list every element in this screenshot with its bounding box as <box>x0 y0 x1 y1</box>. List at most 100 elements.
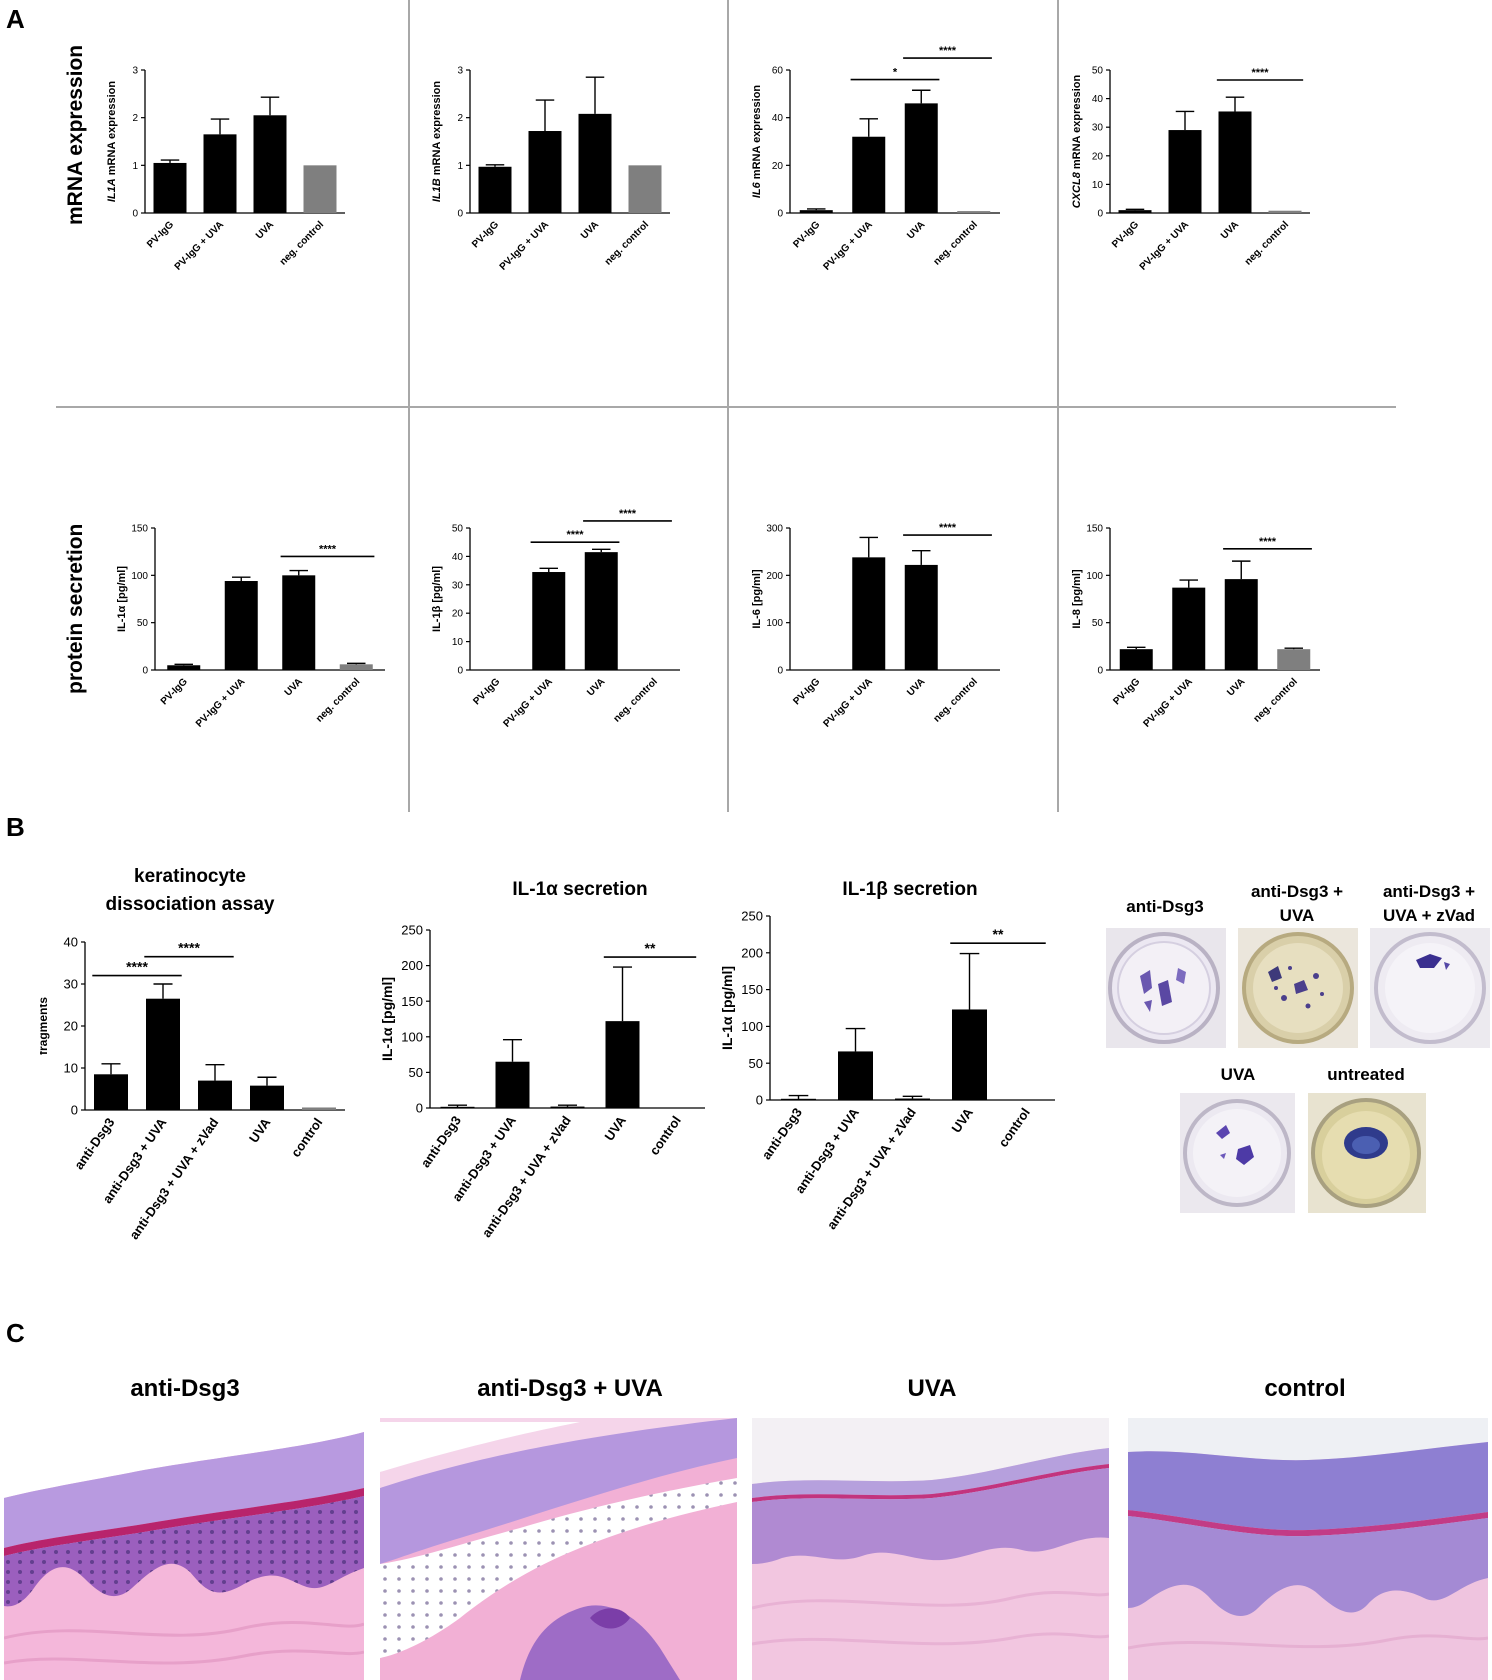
x-tick-label-uva: UVA <box>585 676 607 698</box>
bar-uva <box>1224 579 1258 670</box>
y-tick-label-3: 3 <box>457 66 463 77</box>
bar-uva <box>904 564 938 670</box>
x-tick-label-uva: UVA <box>601 1113 629 1144</box>
y-tick-label-100: 100 <box>131 571 148 582</box>
bar-uva <box>250 1085 284 1110</box>
chart-title-il1a-secretion: IL-1α secretion <box>512 879 648 900</box>
x-tick-label-uva: UVA <box>948 1105 976 1136</box>
y-tick-label-150: 150 <box>1086 524 1103 535</box>
x-tick-label-pv-igg: PV-IgG <box>145 219 176 250</box>
bar-uva <box>282 575 316 670</box>
y-tick-label-100: 100 <box>741 1019 763 1034</box>
y-axis-label: IL-1β [pg/ml] <box>431 566 443 632</box>
bar-neg-control <box>957 211 991 213</box>
x-tick-label-control: control <box>646 1113 684 1158</box>
panel-letter-b: B <box>6 812 25 842</box>
dish-photo-anti-dsg3-uva-zvad <box>1370 928 1490 1048</box>
bar-anti-dsg3 <box>781 1098 816 1100</box>
x-tick-label-pv-igg: PV-IgG <box>471 676 502 707</box>
x-tick-label-uva: UVA <box>1225 676 1247 698</box>
bar-uva <box>578 113 612 213</box>
histology-image-control <box>1128 1418 1488 1680</box>
y-tick-label-200: 200 <box>741 945 763 960</box>
x-tick-label-pv-igg: PV-IgG <box>1110 219 1141 250</box>
chart-title-il1b-secretion: IL-1β secretion <box>842 879 978 900</box>
chart-title-fragments: keratinocyte dissociation assay <box>105 866 275 915</box>
x-tick-label-uva: UVA <box>254 219 276 241</box>
bar-pv-igg-uva <box>1172 587 1206 670</box>
bar-pv-igg-uva <box>852 557 886 670</box>
x-tick-label-pv-igg: PV-IgG <box>1111 676 1142 707</box>
significance-label: **** <box>566 529 584 541</box>
bar-pv-igg-uva <box>203 134 237 213</box>
significance-label: **** <box>126 959 148 975</box>
bar-neg-control <box>1268 210 1302 213</box>
x-tick-label-pv-igg: PV-IgG <box>159 676 190 707</box>
dish-title-anti-dsg3-uva-zvad: anti-Dsg3 + UVA + zVad <box>1382 882 1476 925</box>
y-tick-label-200: 200 <box>401 958 423 973</box>
significance-label: **** <box>939 45 957 57</box>
y-tick-label-3: 3 <box>132 66 138 77</box>
dish-photo-anti-dsg3-uva <box>1238 928 1358 1048</box>
bar-pv-igg <box>799 210 833 213</box>
y-tick-label-20: 20 <box>772 161 784 172</box>
bar-pv-igg <box>153 162 187 213</box>
x-tick-label-neg-control: neg. control <box>932 219 980 267</box>
y-tick-label-200: 200 <box>766 571 783 582</box>
y-tick-label-2: 2 <box>132 113 138 124</box>
y-tick-label-250: 250 <box>741 909 763 924</box>
y-axis-label: IL-6 [pg/ml] <box>751 569 763 629</box>
bar-neg-control <box>339 664 373 670</box>
y-tick-label-30: 30 <box>64 977 78 992</box>
dish-title-anti-dsg3: anti-Dsg3 <box>1126 897 1204 916</box>
y-tick-label-0: 0 <box>457 209 463 220</box>
bar-anti-dsg3 <box>440 1106 475 1108</box>
significance-label: **** <box>939 522 957 534</box>
y-axis-label: IL1A mRNA expression <box>106 81 118 203</box>
bar-neg-control <box>628 165 662 213</box>
y-tick-label-20: 20 <box>1092 151 1104 162</box>
y-tick-label-10: 10 <box>452 637 464 648</box>
bar-uva <box>952 1009 987 1100</box>
x-tick-label-uva: UVA <box>905 676 927 698</box>
bar-pv-igg-uva <box>1168 130 1202 213</box>
x-tick-label-uva: UVA <box>1219 219 1241 241</box>
dish-photo-untreated <box>1308 1093 1426 1213</box>
y-axis-label: IL-1α [pg/ml] <box>379 977 395 1061</box>
y-axis-label: fragments <box>40 997 50 1055</box>
chart-il1b-protein: 0 10 20 30 40 50 IL-1β [pg/ml] PV-IgG PV-IgG + U… <box>431 508 680 730</box>
x-tick-label-neg-control: neg. control <box>932 676 980 724</box>
bar-pv-igg-uva <box>532 572 566 670</box>
x-tick-label-pv-igg-uva: PV-IgG + UVA <box>1138 219 1191 272</box>
y-tick-label-30: 30 <box>1092 123 1104 134</box>
bar-anti-dsg3-uva-zvad <box>198 1080 232 1110</box>
bar-uva <box>904 103 938 213</box>
x-tick-label-uva: UVA <box>283 676 305 698</box>
y-tick-label-0: 0 <box>1097 666 1103 677</box>
histology-title-control: control <box>1264 1375 1346 1402</box>
y-tick-label-0: 0 <box>756 1093 763 1108</box>
significance-label: **** <box>178 940 200 956</box>
y-axis-label: IL6 mRNA expression <box>751 85 763 199</box>
x-tick-label-pv-igg-uva: PV-IgG + UVA <box>821 676 874 729</box>
x-tick-label-neg-control: neg. control <box>314 676 362 724</box>
y-tick-label-50: 50 <box>409 1065 423 1080</box>
dish-title-untreated: untreated <box>1327 1065 1405 1084</box>
dish-photo-uva <box>1180 1093 1295 1213</box>
histology-image-anti-dsg3 <box>4 1418 364 1680</box>
dish-title-uva: UVA <box>1220 1065 1256 1084</box>
bar-pv-igg-uva <box>852 136 886 213</box>
y-tick-label-60: 60 <box>772 66 784 77</box>
chart-cxcl8-mrna: 0 10 20 30 40 50 CXCL8 mRNA expression PV-IgGPV… <box>1071 66 1310 273</box>
y-tick-label-300: 300 <box>766 524 783 535</box>
bar-neg-control <box>303 165 337 213</box>
y-tick-label-50: 50 <box>137 618 149 629</box>
bar-anti-dsg3-uva-zvad <box>550 1106 585 1108</box>
y-tick-label-0: 0 <box>132 209 138 220</box>
x-tick-label-pv-igg-uva: PV-IgG + UVA <box>821 219 874 272</box>
y-tick-label-0: 0 <box>142 666 148 677</box>
panel-letter-a: A <box>6 4 25 34</box>
